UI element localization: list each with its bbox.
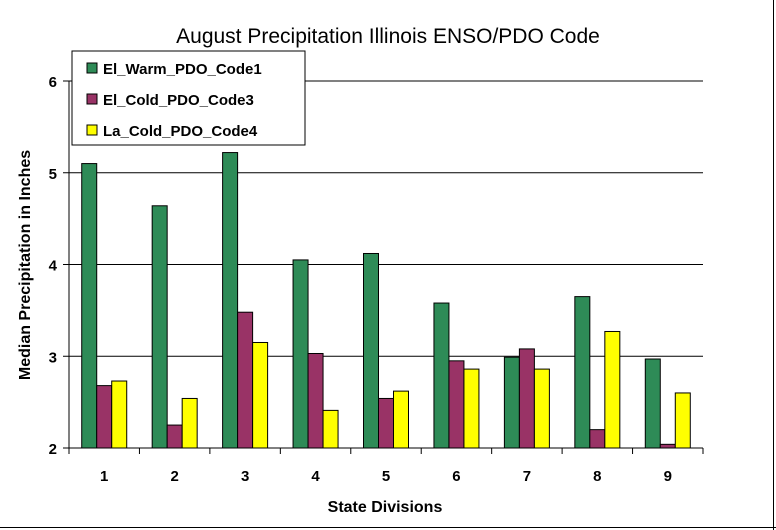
bar <box>151 205 168 449</box>
bar <box>166 424 183 449</box>
bar <box>237 311 254 449</box>
bar <box>433 302 450 449</box>
bar <box>378 397 394 449</box>
legend-label: El_Cold_PDO_Code3 <box>103 92 254 109</box>
bar <box>574 296 591 449</box>
x-tick-label: 2 <box>170 468 178 485</box>
bar <box>503 356 520 449</box>
bar <box>111 380 128 449</box>
x-tick-label: 4 <box>311 468 320 485</box>
bar <box>292 259 309 449</box>
y-tick-label: 3 <box>49 349 57 366</box>
bottom-border <box>0 527 776 528</box>
legend-label: El_Warm_PDO_Code1 <box>103 61 262 78</box>
x-tick-label: 9 <box>664 468 672 485</box>
bar <box>322 409 339 449</box>
chart-title: August Precipitation Illinois ENSO/PDO C… <box>176 25 600 48</box>
bar <box>252 341 269 449</box>
bars <box>81 152 691 449</box>
legend-swatch <box>86 93 98 105</box>
x-tick-label: 1 <box>100 468 108 485</box>
y-tick-label: 2 <box>49 441 57 458</box>
bar <box>604 330 621 449</box>
y-axis-label: Median Precipitation in Inches <box>17 150 34 380</box>
x-axis-label: State Divisions <box>328 499 443 516</box>
right-border <box>773 0 774 530</box>
bar <box>363 252 379 449</box>
x-tick-label: 7 <box>523 468 531 485</box>
axes: 2 3 4 5 6 1 2 3 4 5 6 7 8 9 <box>49 74 704 485</box>
bar <box>589 429 606 449</box>
y-tick-label: 6 <box>49 74 57 91</box>
bar <box>222 152 239 449</box>
bar <box>393 390 409 449</box>
bar <box>448 360 465 449</box>
y-tick-label: 4 <box>49 258 58 275</box>
legend-label: La_Cold_PDO_Code4 <box>103 123 258 140</box>
legend-box <box>71 50 306 146</box>
bar <box>644 358 661 449</box>
x-tick-label: 8 <box>593 468 601 485</box>
bar <box>81 163 98 449</box>
x-tick-label: 5 <box>382 468 390 485</box>
legend-swatch <box>86 124 98 136</box>
y-tick-label: 5 <box>49 166 57 183</box>
bar <box>518 348 535 449</box>
bar <box>96 385 113 449</box>
legend-swatch <box>86 62 98 74</box>
bar <box>181 397 198 449</box>
bar <box>533 368 550 449</box>
x-tick-label: 3 <box>241 468 249 485</box>
x-tick-label: 6 <box>452 468 460 485</box>
bar <box>307 352 324 449</box>
bar <box>659 443 676 449</box>
legend: El_Warm_PDO_Code1 El_Cold_PDO_Code3 La_Col… <box>71 50 306 146</box>
bar <box>674 392 691 449</box>
bar <box>463 368 480 449</box>
